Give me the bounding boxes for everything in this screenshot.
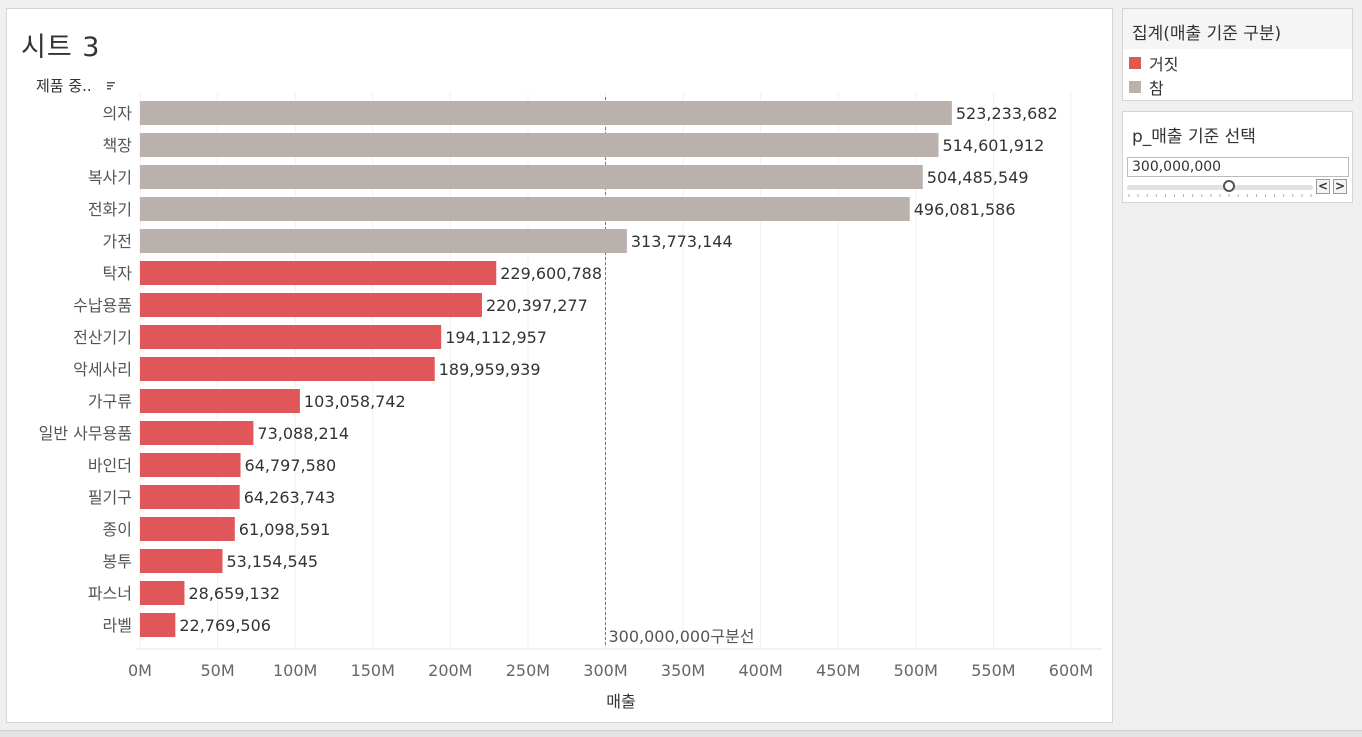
bar[interactable] (140, 357, 435, 381)
sheet-title: 시트 3 (21, 32, 101, 63)
legend-title: 집계(매출 기준 구분) (1132, 24, 1282, 44)
x-tick-label: 200M (428, 661, 472, 680)
bar[interactable] (140, 549, 223, 573)
parameter-value-input[interactable]: 300,000,000 (1127, 157, 1349, 177)
value-label: 313,773,144 (631, 232, 733, 251)
slider-ticks (1128, 194, 1312, 197)
category-label: 수납용품 (73, 296, 132, 315)
x-axis-title: 매출 (606, 692, 635, 711)
value-label: 229,600,788 (500, 264, 602, 283)
category-label: 바인더 (88, 456, 132, 475)
bar[interactable] (140, 325, 442, 349)
category-label: 탁자 (103, 264, 133, 283)
category-label: 라벨 (103, 616, 132, 635)
x-tick-label: 400M (738, 661, 782, 680)
category-label: 전화기 (88, 200, 132, 219)
x-tick-label: 300M (583, 661, 627, 680)
bar[interactable] (140, 261, 497, 285)
bar[interactable] (140, 229, 627, 253)
y-field-label: 제품 중.. (36, 77, 92, 95)
bar[interactable] (140, 453, 241, 477)
legend-label-false: 거짓 (1149, 55, 1179, 74)
bottom-status-bar (0, 730, 1362, 737)
bar-chart: 제품 중.. 300,000,000구분선 의자 523,233,682 책장 514,6… (36, 77, 1102, 711)
x-tick-label: 250M (506, 661, 550, 680)
bar[interactable] (140, 165, 923, 189)
legend-swatch-true (1129, 81, 1141, 93)
value-label: 61,098,591 (239, 520, 331, 539)
category-label: 파스너 (88, 584, 132, 603)
legend-swatch-false (1129, 57, 1141, 69)
legend-item-false[interactable]: 거짓 (1129, 53, 1179, 74)
category-label: 복사기 (88, 168, 132, 187)
bar[interactable] (140, 197, 910, 221)
legend-card: 집계(매출 기준 구분) 거짓 참 (1122, 8, 1353, 101)
parameter-card: p_매출 기준 선택 300,000,000 < > (1122, 111, 1353, 203)
x-tick-label: 100M (273, 661, 317, 680)
value-label: 28,659,132 (188, 584, 280, 603)
parameter-slider-track[interactable] (1127, 185, 1313, 190)
value-label: 103,058,742 (304, 392, 406, 411)
bar[interactable] (140, 581, 185, 605)
value-label: 504,485,549 (927, 168, 1029, 187)
bar[interactable] (140, 101, 952, 125)
category-label: 필기구 (88, 488, 132, 507)
bar[interactable] (140, 133, 939, 157)
reference-line-label: 300,000,000구분선 (608, 627, 754, 646)
x-tick-label: 150M (351, 661, 395, 680)
bar[interactable] (140, 613, 176, 637)
value-label: 496,081,586 (914, 200, 1016, 219)
x-tick-label: 50M (200, 661, 234, 680)
value-label: 64,797,580 (245, 456, 337, 475)
legend-item-true[interactable]: 참 (1129, 77, 1164, 98)
bar[interactable] (140, 421, 254, 445)
value-label: 514,601,912 (942, 136, 1044, 155)
x-tick-label: 450M (816, 661, 860, 680)
bar[interactable] (140, 485, 240, 509)
category-label: 책장 (103, 136, 133, 155)
value-label: 22,769,506 (179, 616, 271, 635)
category-label: 종이 (103, 520, 132, 539)
parameter-title: p_매출 기준 선택 (1132, 127, 1256, 147)
category-label: 봉투 (103, 552, 132, 571)
x-tick-label: 500M (894, 661, 938, 680)
worksheet-panel: 시트 3 제품 중.. 300,000,000구분선 의자 523,233,682 책장… (6, 8, 1113, 723)
value-label: 64,263,743 (244, 488, 336, 507)
bar[interactable] (140, 517, 235, 541)
value-label: 194,112,957 (445, 328, 547, 347)
legend-label-true: 참 (1149, 79, 1164, 98)
value-label: 53,154,545 (226, 552, 318, 571)
category-label: 악세사리 (73, 360, 132, 379)
category-label: 의자 (103, 104, 133, 123)
category-label: 가구류 (88, 392, 132, 411)
value-label: 73,088,214 (257, 424, 349, 443)
parameter-slider-thumb[interactable] (1223, 180, 1236, 192)
value-label: 189,959,939 (439, 360, 541, 379)
x-tick-label: 550M (971, 661, 1015, 680)
value-label: 523,233,682 (956, 104, 1058, 123)
legend-header (1123, 9, 1352, 49)
bar[interactable] (140, 293, 482, 317)
prev-step-button[interactable]: < (1316, 179, 1330, 194)
x-tick-label: 600M (1049, 661, 1093, 680)
x-tick-label: 350M (661, 661, 705, 680)
value-label: 220,397,277 (486, 296, 588, 315)
category-label: 일반 사무용품 (39, 424, 132, 443)
next-step-button[interactable]: > (1333, 179, 1347, 194)
bar[interactable] (140, 389, 300, 413)
x-tick-label: 0M (128, 661, 152, 680)
sort-icon[interactable] (107, 82, 115, 90)
category-label: 전산기기 (73, 328, 132, 347)
category-label: 가전 (103, 232, 132, 251)
